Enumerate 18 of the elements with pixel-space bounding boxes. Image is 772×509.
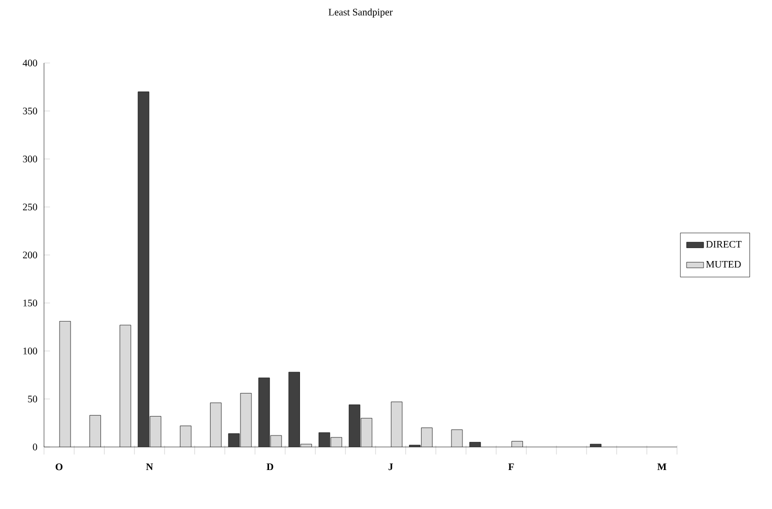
x-tick-label: O: [56, 464, 62, 470]
y-tick-label: 350: [23, 108, 38, 114]
x-tick-label: F: [508, 463, 514, 470]
chart-title: Least Sandpiper: [328, 8, 393, 18]
y-tick-label: 50: [28, 396, 38, 402]
x-tick-label: J: [388, 463, 393, 470]
y-tick-label: 250: [22, 204, 38, 210]
y-tick-label: 300: [23, 156, 38, 162]
x-tick-label: M: [657, 463, 666, 470]
legend-label: DIRECT: [706, 240, 742, 248]
x-tick-label: N: [146, 463, 153, 470]
y-tick-label: 0: [32, 444, 38, 450]
y-tick-label: 150: [23, 300, 38, 306]
legend-label: MUTED: [706, 261, 741, 268]
y-tick-label: 100: [23, 348, 38, 354]
y-tick-label: 200: [22, 252, 38, 258]
x-tick-label: D: [266, 463, 274, 470]
y-tick-label: 400: [22, 60, 38, 66]
